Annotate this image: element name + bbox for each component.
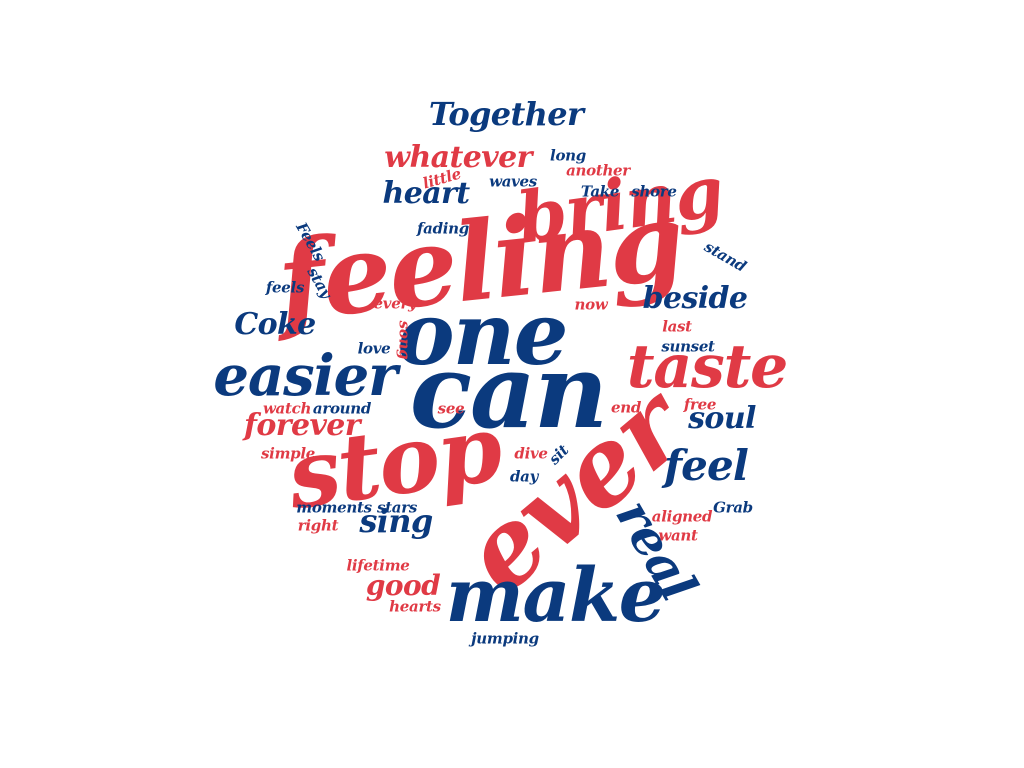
word-aligned: aligned xyxy=(651,507,713,526)
word-grab: Grab xyxy=(713,498,753,517)
word-hearts: hearts xyxy=(389,597,441,616)
word-sunset: sunset xyxy=(661,337,715,356)
word-shore: shore xyxy=(631,182,677,201)
word-last: last xyxy=(662,317,692,336)
word-heart: heart xyxy=(382,176,470,211)
word-now: now xyxy=(574,295,608,314)
word-around: around xyxy=(312,399,372,418)
word-moments: moments xyxy=(296,498,372,517)
word-take: Take xyxy=(580,182,620,201)
word-taste: taste xyxy=(626,332,788,402)
word-easier: easier xyxy=(213,343,397,409)
word-lifetime: lifetime xyxy=(346,556,410,575)
word-good: good xyxy=(365,569,441,602)
word-one: one xyxy=(397,284,568,385)
word-sing: sing xyxy=(359,502,433,540)
word-fading: fading xyxy=(417,219,469,238)
word-feel: feel xyxy=(663,441,749,490)
word-coke: Coke xyxy=(234,307,316,342)
word-soul: soul xyxy=(688,401,756,436)
word-love: love xyxy=(357,339,391,358)
word-end: end xyxy=(610,398,642,417)
word-another: another xyxy=(566,161,630,180)
word-dive: dive xyxy=(514,444,548,463)
word-see: see xyxy=(437,399,465,418)
word-day: day xyxy=(509,467,539,486)
word-jumping: jumping xyxy=(471,629,539,648)
word-free: free xyxy=(683,395,717,414)
word-beside: beside xyxy=(642,281,748,316)
word-feels: feels xyxy=(265,278,305,297)
word-watch: watch xyxy=(262,399,312,418)
word-stand: stand xyxy=(701,237,750,276)
word-right: right xyxy=(297,516,339,535)
word-stars: stars xyxy=(377,498,417,517)
word-waves: waves xyxy=(489,172,537,191)
word-make: make xyxy=(445,553,666,639)
word-whatever: whatever xyxy=(384,140,532,175)
word-forever: forever xyxy=(244,408,361,443)
word-song: song xyxy=(395,320,414,360)
word-simple: simple xyxy=(261,444,315,463)
word-want: want xyxy=(658,526,698,545)
word-can: can xyxy=(409,332,608,452)
word-together: Together xyxy=(428,95,584,133)
word-every: every xyxy=(373,294,417,313)
word-long: long xyxy=(550,146,586,165)
